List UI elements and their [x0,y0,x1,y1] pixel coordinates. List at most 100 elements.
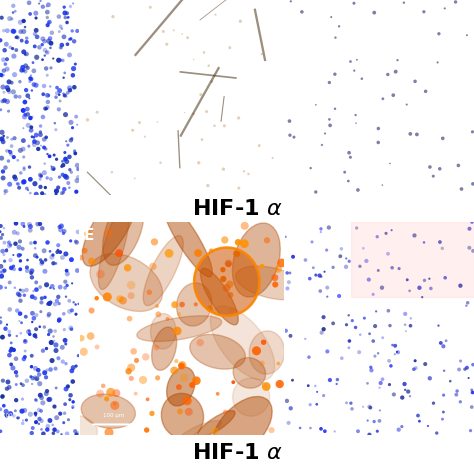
Point [8,151,15,158]
Point [258,359,266,367]
Point [58,430,65,438]
Point [374,267,382,274]
Point [57,222,65,230]
Point [20,153,27,161]
Point [282,327,290,335]
Point [16,317,23,325]
Point [46,417,54,424]
Point [32,411,39,419]
Point [3,147,10,155]
Point [2,284,9,292]
Point [0,155,5,162]
Point [42,64,50,72]
Point [40,144,48,151]
Point [116,295,124,303]
Point [368,366,375,374]
Point [384,71,392,78]
Point [212,11,219,18]
Point [0,222,5,230]
Point [52,126,60,134]
Point [50,285,58,292]
Point [10,153,18,161]
Point [0,247,6,255]
Point [62,278,69,285]
Point [33,286,40,293]
Point [80,348,88,356]
Point [455,366,463,374]
Point [43,366,51,374]
Point [8,136,16,143]
Point [8,142,15,150]
Point [44,174,51,182]
Point [5,89,13,96]
Point [287,404,294,412]
Point [384,307,392,315]
Point [332,34,339,41]
Point [27,223,34,230]
Point [5,147,13,155]
Point [235,184,243,192]
Point [26,330,34,338]
Point [194,249,202,257]
Point [47,64,55,72]
Point [346,257,353,265]
Point [0,393,6,401]
Point [23,184,31,192]
Point [63,18,71,26]
Point [407,315,415,322]
Point [181,109,189,117]
Point [411,357,419,365]
Point [88,307,95,314]
Point [225,260,232,267]
Point [61,337,69,344]
Point [22,68,29,75]
Point [320,326,328,333]
Point [333,380,340,388]
Point [97,271,104,278]
Point [173,327,181,335]
Ellipse shape [190,334,246,369]
Point [406,287,413,295]
Point [19,287,27,295]
Point [23,264,31,271]
Text: E: E [84,228,94,244]
Point [25,0,33,7]
Point [283,269,291,277]
Point [42,145,49,153]
Point [308,238,316,246]
Point [390,391,398,398]
Point [165,249,173,257]
Point [143,426,150,434]
Point [395,426,402,434]
Point [401,380,408,388]
Point [20,355,27,363]
Point [427,285,435,292]
Point [388,227,395,234]
Point [406,392,414,400]
Point [4,27,11,35]
Point [10,27,18,35]
Point [12,368,20,376]
Point [28,293,36,301]
Point [11,284,18,292]
Point [32,27,40,34]
Point [73,362,80,370]
Point [29,424,36,432]
Point [14,34,22,42]
Point [40,247,48,255]
Point [46,247,54,255]
Point [364,417,372,424]
Point [55,56,63,64]
Point [35,145,42,153]
Point [0,231,6,238]
Point [13,307,21,314]
Point [59,358,66,365]
Point [22,86,30,94]
Point [221,236,228,244]
Point [326,79,333,86]
Point [63,173,71,181]
Point [21,51,29,58]
Point [64,141,72,149]
Point [345,311,353,319]
Point [27,189,34,197]
